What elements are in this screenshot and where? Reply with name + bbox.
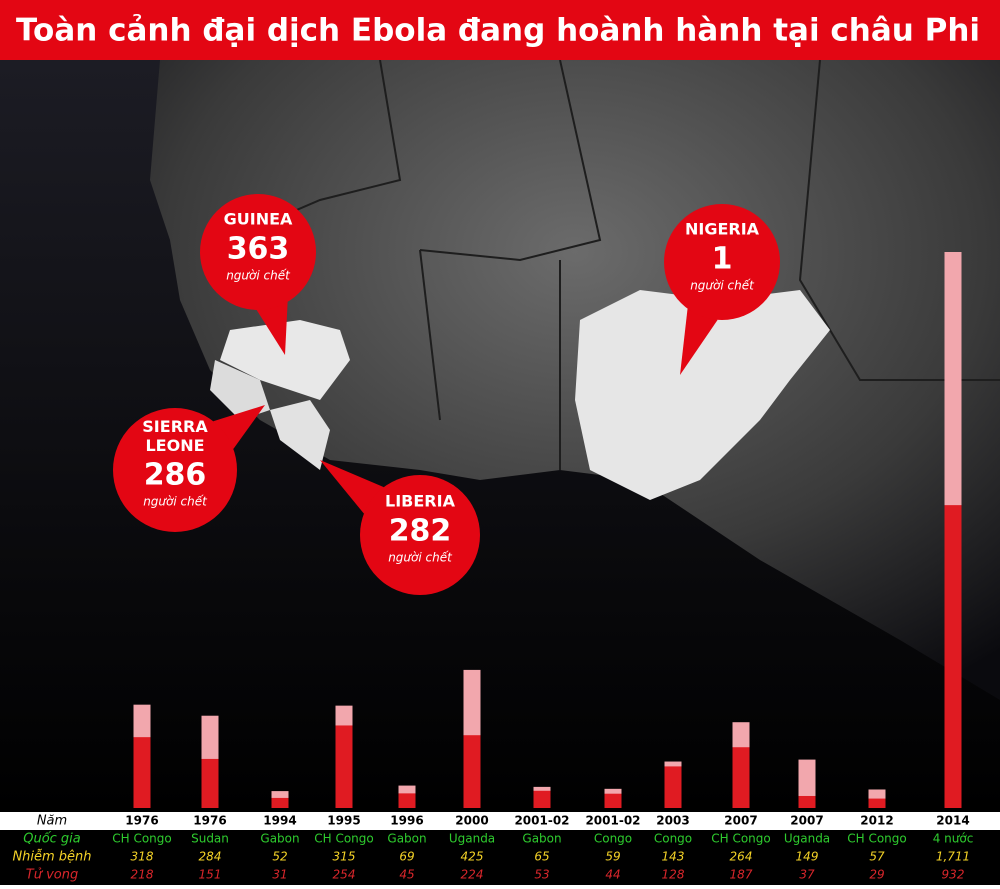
country-label: Gabon: [260, 832, 299, 846]
callout-name: LIBERIA: [385, 492, 456, 511]
value-label: 128: [662, 868, 685, 882]
value-label: 218: [131, 868, 154, 882]
row-label: Quốc gia: [23, 832, 81, 847]
year-label: 2007: [790, 814, 823, 828]
callout-value: 363: [227, 232, 290, 267]
bar: [201, 758, 219, 808]
year-label: 2001-02: [585, 814, 640, 828]
value-label: 45: [399, 868, 414, 882]
year-row: [0, 812, 1000, 830]
value-label: 143: [662, 850, 685, 864]
country-label: Congo: [594, 832, 632, 846]
year-label: 2003: [656, 814, 689, 828]
year-label: 1976: [125, 814, 158, 828]
value-label: 57: [869, 850, 885, 864]
callout: [360, 475, 480, 595]
country-label: CH Congo: [314, 832, 374, 846]
year-label: 1995: [327, 814, 360, 828]
nigeria-shape: [575, 290, 830, 500]
bar: [133, 737, 151, 808]
value-label: 37: [799, 868, 815, 882]
callout-pointer: [320, 460, 384, 514]
table-body: [0, 830, 1000, 885]
bar: [664, 766, 682, 808]
year-label: 2000: [455, 814, 488, 828]
value-label: 52: [272, 850, 287, 864]
country-label: CH Congo: [847, 832, 907, 846]
value-label: 59: [605, 850, 620, 864]
guinea-shape: [220, 320, 350, 400]
bar: [604, 793, 622, 808]
value-label: 44: [605, 868, 620, 882]
year-label: 1994: [263, 814, 296, 828]
value-label: 425: [461, 850, 484, 864]
callout-unit: người chết: [388, 551, 453, 565]
bar: [868, 798, 886, 808]
value-label: 318: [131, 850, 154, 864]
bar: [798, 795, 816, 808]
value-label: 31: [272, 868, 287, 882]
country-label: Uganda: [784, 832, 830, 846]
country-label: Uganda: [449, 832, 495, 846]
callout-value: 1: [712, 242, 733, 277]
bar: [335, 725, 353, 808]
value-label: 932: [942, 868, 965, 882]
value-label: 315: [333, 850, 356, 864]
value-label: 284: [199, 850, 222, 864]
value-label: 187: [730, 868, 753, 882]
bar: [533, 790, 551, 808]
row-label: Năm: [37, 814, 67, 829]
callout: [200, 194, 316, 310]
value-label: 29: [869, 868, 884, 882]
bar: [271, 797, 289, 808]
year-label: 1996: [390, 814, 423, 828]
bar: [732, 747, 750, 808]
callout-pointer: [256, 301, 288, 355]
row-label: Nhiễm bệnh: [12, 850, 91, 865]
country-label: CH Congo: [711, 832, 771, 846]
row-label: Tử vong: [26, 868, 78, 883]
callout-value: 282: [389, 514, 452, 549]
title-bar: [0, 0, 1000, 60]
value-label: 65: [534, 850, 549, 864]
bar: [944, 505, 962, 808]
bar: [798, 759, 816, 808]
year-label: 2012: [860, 814, 893, 828]
bar: [463, 735, 481, 808]
country-label: Gabon: [387, 832, 426, 846]
value-label: 264: [730, 850, 753, 864]
value-label: 1,711: [936, 850, 970, 864]
country-label: Gabon: [522, 832, 561, 846]
country-label: 4 nước: [933, 832, 974, 846]
year-label: 2014: [936, 814, 969, 828]
callout-unit: người chết: [690, 279, 755, 293]
callout-name: GUINEA: [224, 210, 293, 229]
value-label: 151: [199, 868, 222, 882]
country-label: Congo: [654, 832, 692, 846]
callout-unit: người chết: [226, 269, 291, 283]
callout-value: 286: [144, 457, 207, 492]
callout: [113, 408, 237, 532]
callout-pointer: [680, 308, 718, 375]
year-label: 2007: [724, 814, 757, 828]
bar: [398, 793, 416, 808]
callout: [664, 204, 780, 320]
year-label: 2001-02: [514, 814, 569, 828]
value-label: 149: [796, 850, 819, 864]
callout-unit: người chết: [143, 494, 208, 508]
title: Toàn cảnh đại dịch Ebola đang hoành hành…: [16, 13, 980, 49]
sierra-leone-shape: [210, 360, 270, 420]
callout-name: NIGERIA: [685, 220, 760, 239]
callout-name: SIERRA LEONE: [142, 416, 208, 454]
country-label: CH Congo: [112, 832, 172, 846]
value-label: 224: [461, 868, 484, 882]
country-label: Sudan: [191, 832, 229, 846]
land: [150, 60, 1000, 700]
value-label: 69: [399, 850, 414, 864]
liberia-shape: [270, 400, 330, 470]
value-label: 53: [534, 868, 549, 882]
value-label: 254: [333, 868, 356, 882]
year-label: 1976: [193, 814, 226, 828]
